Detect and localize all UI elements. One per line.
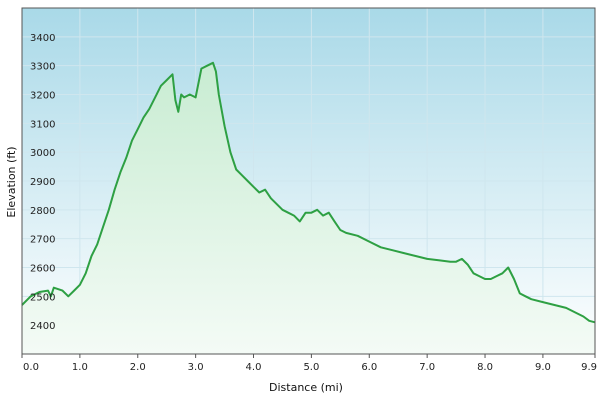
x-tick-label: 1.0 bbox=[72, 362, 88, 373]
y-tick-label: 3200 bbox=[30, 91, 55, 102]
y-tick-label: 2900 bbox=[30, 177, 55, 188]
y-tick-label: 2600 bbox=[30, 264, 55, 275]
y-axis-ticks: 2400 2500 2600 2700 2800 2900 3000 3100 3200 3300… bbox=[30, 33, 55, 332]
x-tick-label: 3.0 bbox=[188, 362, 204, 373]
elevation-line bbox=[21, 61, 596, 324]
x-tick-label: 4.0 bbox=[246, 362, 262, 373]
x-axis-title: Distance (mi) bbox=[269, 381, 343, 394]
x-tick-label: 7.0 bbox=[419, 362, 435, 373]
plot-frame bbox=[21, 7, 596, 355]
x-tick-label: 9.9 bbox=[581, 362, 597, 373]
x-tick-label: 6.0 bbox=[361, 362, 377, 373]
y-tick-label: 2400 bbox=[30, 321, 55, 332]
y-tick-label: 3100 bbox=[30, 119, 55, 130]
y-tick-label: 2500 bbox=[30, 292, 55, 303]
y-tick-label: 2700 bbox=[30, 235, 55, 246]
x-tick-label: 8.0 bbox=[477, 362, 493, 373]
x-axis-ticks: 0.0 1.0 2.0 3.0 4.0 5.0 6.0 7.0 8.0 9.0 9.9 bbox=[21, 354, 597, 373]
y-axis-title: Elevation (ft) bbox=[5, 146, 18, 217]
y-tick-label: 3000 bbox=[30, 148, 55, 159]
x-tick-label: 2.0 bbox=[130, 362, 146, 373]
x-tick-label: 0.0 bbox=[23, 362, 39, 373]
elevation-area bbox=[22, 62, 595, 355]
y-tick-label: 3400 bbox=[30, 33, 55, 44]
y-tick-label: 2800 bbox=[30, 206, 55, 217]
x-tick-label: 5.0 bbox=[303, 362, 319, 373]
x-tick-label: 9.0 bbox=[535, 362, 551, 373]
y-tick-label: 3300 bbox=[30, 62, 55, 73]
